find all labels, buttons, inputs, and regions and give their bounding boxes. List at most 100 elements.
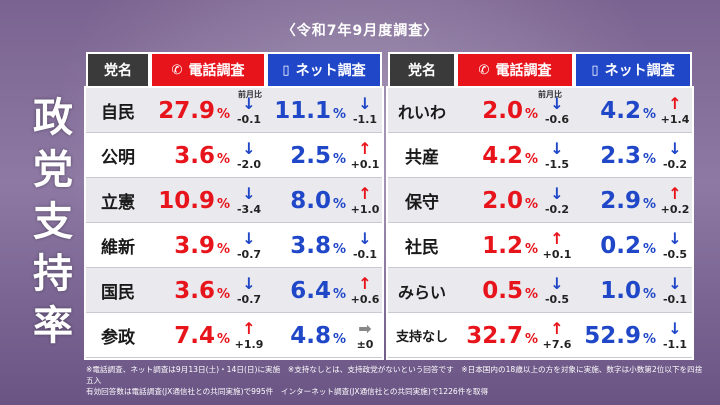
phone-value: 3.9%: [150, 223, 230, 268]
phone-number: 2.0: [482, 97, 523, 124]
smartphone-icon: ▯: [282, 62, 290, 78]
percent-sign: %: [642, 107, 656, 122]
phone-change: ↑ +7.6: [540, 313, 574, 358]
phone-delta: -0.7: [236, 292, 262, 306]
phone-change: ↓ -0.7: [232, 223, 266, 268]
table-row: 支持なし 32.7% ↑ +7.6 52.9% ↓ -1.1: [388, 313, 692, 358]
phone-change: ↓ -3.4: [232, 178, 266, 223]
arrow-up-icon: ↑: [668, 183, 682, 203]
net-number: 4.8: [290, 322, 331, 349]
row-divider: [388, 267, 692, 268]
net-number: 11.1: [274, 97, 331, 124]
percent-sign: %: [642, 332, 656, 347]
row-divider: [86, 222, 382, 223]
phone-value: 27.9%: [150, 88, 230, 133]
party-name: みらい: [397, 282, 446, 302]
percent-sign: %: [332, 107, 346, 122]
table-row: 立憲 10.9% ↓ -3.4 8.0% ↑ +1.0: [86, 178, 382, 223]
phone-change: ↓ -0.7: [232, 268, 266, 313]
arrow-down-icon: ↓: [550, 93, 564, 113]
net-number: 4.2: [600, 97, 641, 124]
table-row: 国民 3.6% ↓ -0.7 6.4% ↑ +0.6: [86, 268, 382, 313]
title-char: 支: [33, 199, 73, 245]
net-change: ↓ -1.1: [658, 313, 692, 358]
survey-date: 〈令和7年9月度調査〉: [281, 23, 439, 39]
net-change: ↑ +1.4: [658, 88, 692, 133]
percent-sign: %: [216, 332, 230, 347]
phone-delta: +0.1: [542, 247, 572, 261]
net-change: ➡ ±0: [348, 313, 382, 358]
phone-value: 7.4%: [150, 313, 230, 358]
footnote-line: ※電話調査、ネット調査は9月13日(土)・14日(日)に実施 ※支持なしとは、支…: [86, 365, 703, 385]
net-delta: +0.6: [350, 292, 380, 306]
phone-change: ↓ -0.6: [540, 88, 574, 133]
phone-delta: +1.9: [234, 337, 264, 351]
percent-sign: %: [524, 107, 538, 122]
prev-month-label: 前月比: [538, 90, 562, 99]
net-delta: +0.2: [660, 202, 690, 216]
arrow-down-icon: ↓: [242, 273, 256, 293]
net-number: 2.3: [600, 142, 641, 169]
net-value: 2.3%: [576, 133, 656, 178]
percent-sign: %: [642, 197, 656, 212]
row-divider: [86, 177, 382, 178]
phone-change: ↓ -1.5: [540, 133, 574, 178]
net-number: 2.5: [290, 142, 331, 169]
header-phone-right: ✆ 電話調査: [456, 52, 574, 88]
party-name: 公明: [101, 148, 135, 168]
arrow-up-icon: ↑: [550, 228, 564, 248]
table-row: 社民 1.2% ↑ +0.1 0.2% ↓ -0.5: [388, 223, 692, 268]
party-name: 社民: [405, 238, 439, 258]
title-char: 政: [33, 95, 73, 141]
header-net-label: ネット調査: [295, 63, 366, 79]
row-divider: [388, 312, 692, 313]
table-row: 公明 3.6% ↓ -2.0 2.5% ↑ +0.1: [86, 133, 382, 178]
arrow-down-icon: ↓: [358, 93, 372, 113]
net-number: 2.9: [600, 187, 641, 214]
vertical-title: 政 党 支 持 率: [28, 92, 78, 352]
title-char: 党: [33, 147, 73, 193]
net-value: 11.1%: [266, 88, 346, 133]
phone-change: ↓ -2.0: [232, 133, 266, 178]
table-row: みらい 0.5% ↓ -0.5 1.0% ↓ -0.1: [388, 268, 692, 313]
party-name: 保守: [405, 193, 439, 213]
header-phone-label: 電話調査: [495, 63, 552, 79]
percent-sign: %: [332, 152, 346, 167]
table-row: 共産 4.2% ↓ -1.5 2.3% ↓ -0.2: [388, 133, 692, 178]
net-delta: +1.4: [660, 112, 690, 126]
table-row: 保守 2.0% ↓ -0.2 2.9% ↑ +0.2: [388, 178, 692, 223]
percent-sign: %: [216, 107, 230, 122]
phone-number: 2.0: [482, 187, 523, 214]
header-party-label: 党名: [104, 63, 132, 79]
party-name: 自民: [101, 103, 135, 123]
party-name: 参政: [101, 328, 135, 348]
footnote-line: 有効回答数は電話調査(JX通信社との共同実施)で995件 インターネット調査(J…: [86, 387, 489, 396]
row-divider: [86, 357, 382, 358]
party-name: 立憲: [101, 193, 135, 213]
net-change: ↑ +0.6: [348, 268, 382, 313]
percent-sign: %: [524, 332, 538, 347]
phone-delta: -0.6: [544, 112, 570, 126]
net-change: ↓ -0.5: [658, 223, 692, 268]
arrow-up-icon: ↑: [242, 318, 256, 338]
percent-sign: %: [642, 152, 656, 167]
table-row: 自民 27.9% ↓ -0.1 11.1% ↓ -1.1: [86, 88, 382, 133]
party-name: 共産: [405, 148, 439, 168]
net-change: ↑ +1.0: [348, 178, 382, 223]
phone-change: ↑ +1.9: [232, 313, 266, 358]
arrow-up-icon: ↑: [668, 93, 682, 113]
percent-sign: %: [216, 287, 230, 302]
percent-sign: %: [216, 197, 230, 212]
percent-sign: %: [216, 242, 230, 257]
arrow-down-icon: ↓: [242, 93, 256, 113]
phone-change: ↓ -0.1: [232, 88, 266, 133]
header-net-label: ネット調査: [604, 63, 675, 79]
party-name: 支持なし: [395, 330, 448, 345]
phone-number: 3.6: [174, 277, 215, 304]
net-delta: -0.2: [662, 157, 688, 171]
phone-icon: ✆: [478, 62, 490, 78]
net-value: 6.4%: [266, 268, 346, 313]
party-name: 国民: [101, 283, 135, 303]
net-value: 2.5%: [266, 133, 346, 178]
row-divider: [86, 312, 382, 313]
